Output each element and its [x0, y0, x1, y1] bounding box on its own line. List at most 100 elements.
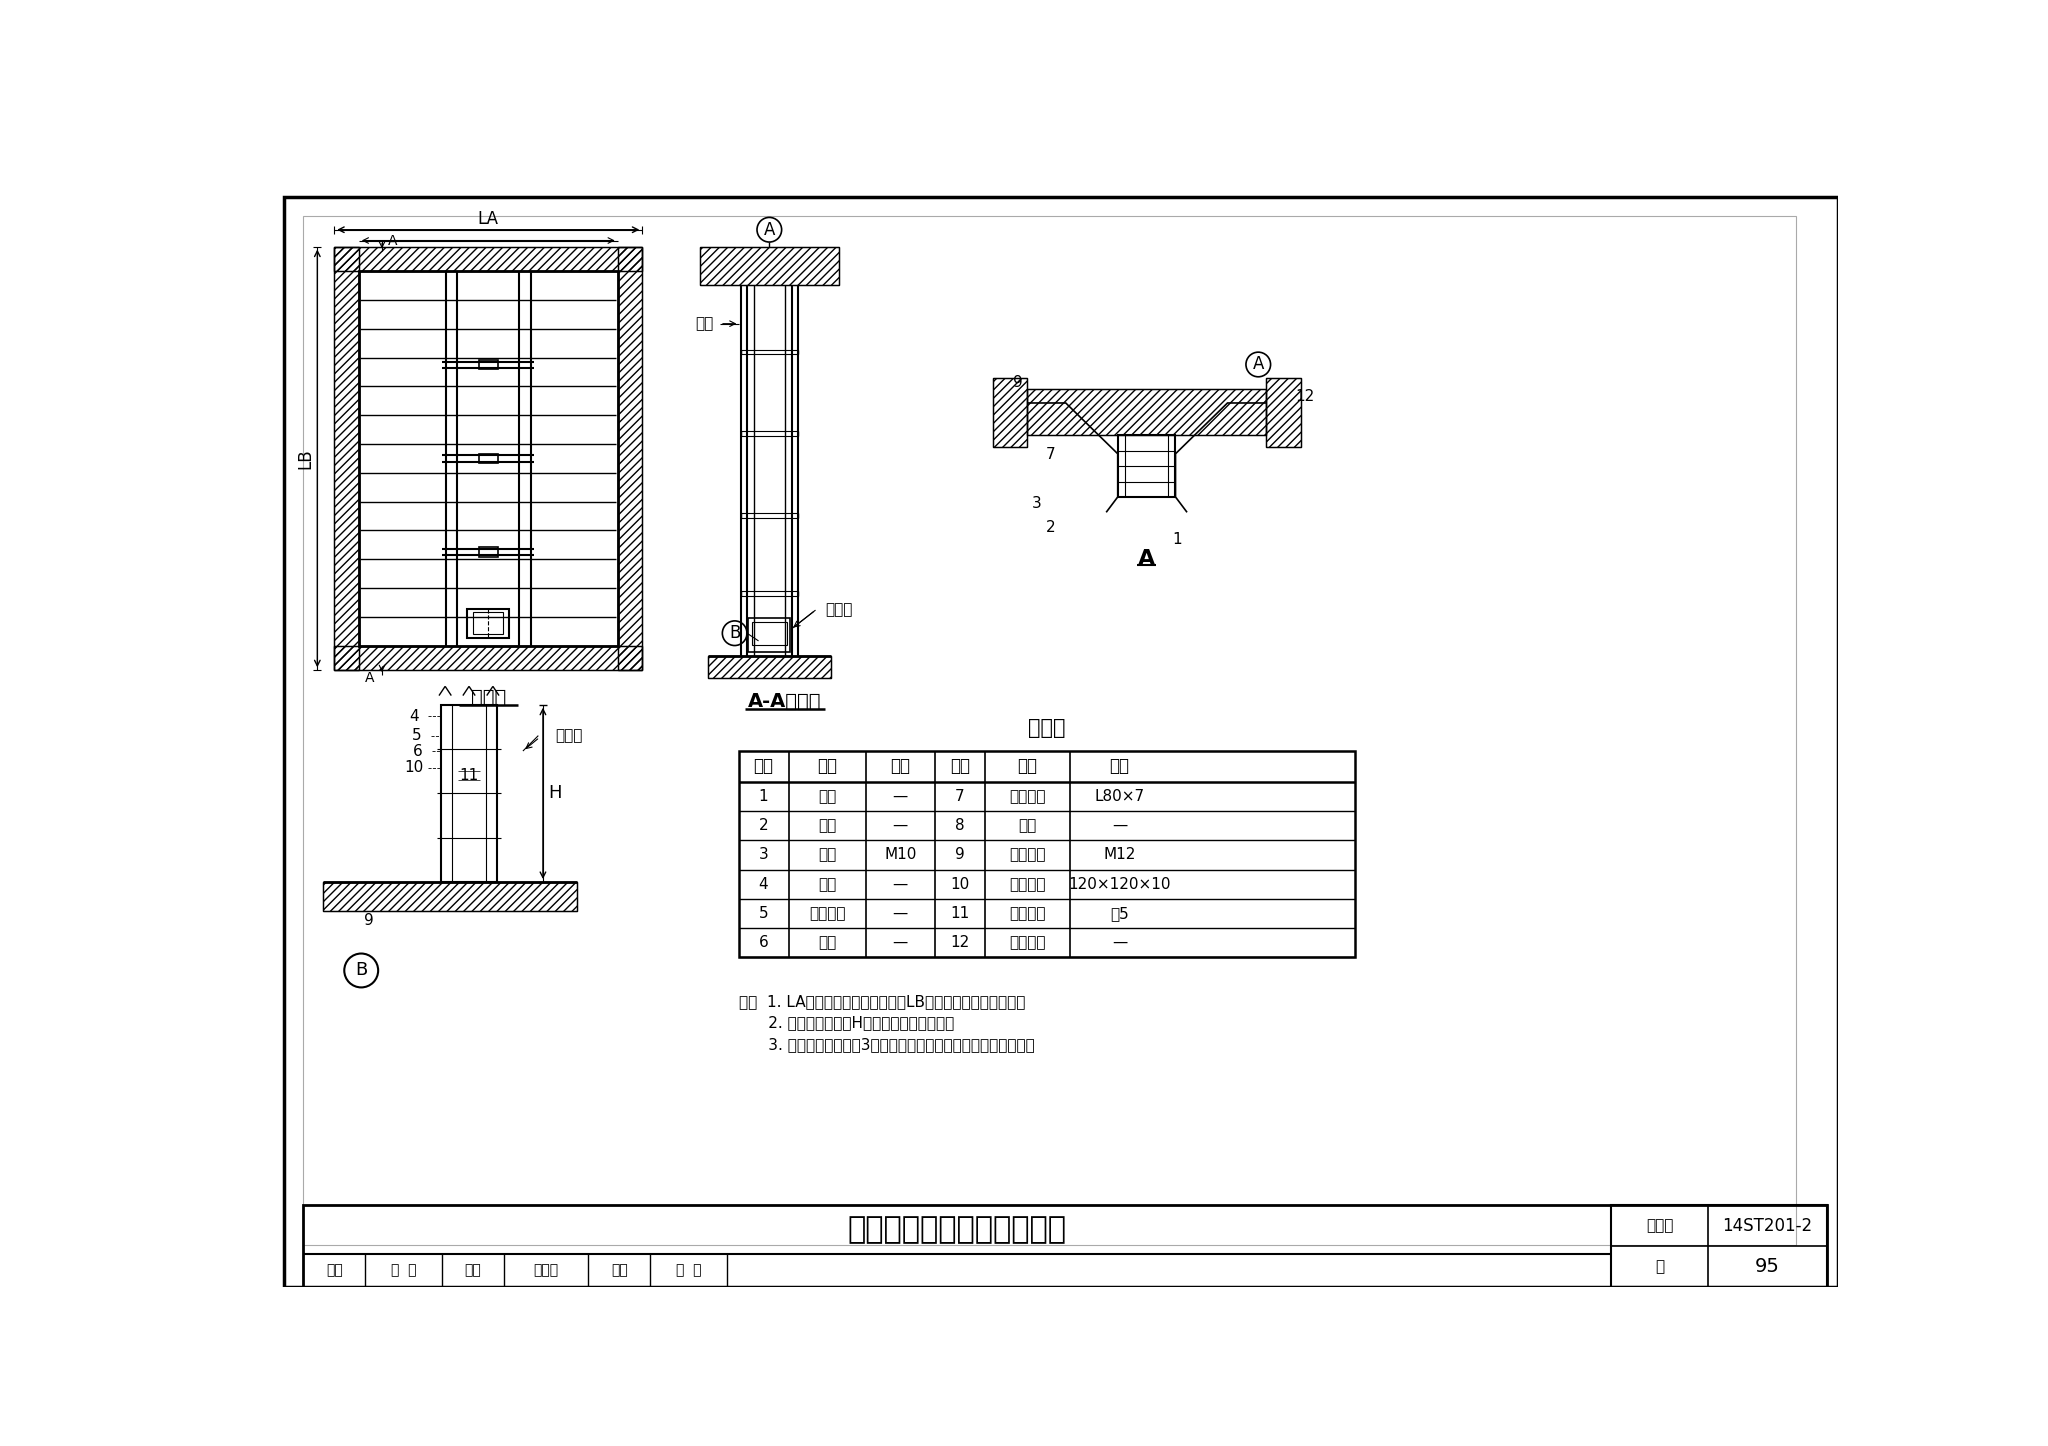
Bar [303, 1206, 1827, 1287]
Text: 设计: 设计 [610, 1264, 627, 1278]
Bar [1028, 389, 1266, 435]
Bar [1612, 1206, 1827, 1287]
Text: LB: LB [297, 448, 313, 469]
Text: —: — [1112, 818, 1126, 833]
Text: 120×120×10: 120×120×10 [1069, 876, 1171, 892]
Text: 立式电动组合风阀无梁安装: 立式电动组合风阀无梁安装 [848, 1215, 1067, 1245]
Text: —: — [893, 818, 907, 833]
Bar [479, 548, 498, 557]
Text: 规格: 规格 [891, 758, 909, 775]
Bar [334, 247, 643, 272]
Text: 4: 4 [758, 876, 768, 892]
Bar [334, 645, 643, 669]
Text: 14ST201-2: 14ST201-2 [1722, 1216, 1812, 1235]
Text: L80×7: L80×7 [1094, 790, 1145, 804]
Text: A: A [764, 221, 774, 239]
Text: 3: 3 [1032, 496, 1040, 510]
Text: 封墙: 封墙 [696, 317, 715, 331]
Text: 赵东明: 赵东明 [532, 1264, 559, 1278]
Bar [1028, 389, 1266, 435]
Text: 螺母: 螺母 [817, 876, 836, 892]
Text: 10: 10 [406, 761, 424, 775]
Text: H: H [549, 784, 561, 803]
Text: 风阀: 风阀 [817, 790, 836, 804]
Text: 6: 6 [414, 743, 424, 759]
Bar [993, 377, 1028, 447]
Text: —: — [893, 876, 907, 892]
Text: 12: 12 [1294, 389, 1315, 405]
Text: 11: 11 [950, 907, 969, 921]
Bar [709, 656, 831, 678]
Text: 名称: 名称 [817, 758, 838, 775]
Text: 编号: 编号 [754, 758, 774, 775]
Bar [473, 613, 504, 633]
Text: 执行器: 执行器 [825, 603, 852, 617]
Text: 1: 1 [758, 790, 768, 804]
Bar [440, 704, 498, 882]
Text: 4: 4 [410, 709, 420, 724]
Text: M12: M12 [1104, 847, 1137, 862]
Bar [334, 247, 358, 669]
Bar [334, 645, 643, 669]
Text: 12: 12 [950, 936, 969, 950]
Text: A: A [387, 233, 397, 247]
Text: 95: 95 [1755, 1257, 1780, 1275]
Text: 页: 页 [1655, 1259, 1665, 1274]
Text: 9: 9 [954, 847, 965, 862]
Text: 3. 风阀周围空隙采用3厚钢板两面封堵，中间用不燃材料填充。: 3. 风阀周围空隙采用3厚钢板两面封堵，中间用不燃材料填充。 [739, 1037, 1034, 1051]
Bar [479, 360, 498, 370]
Bar [324, 882, 578, 911]
Text: 5: 5 [412, 729, 422, 743]
Bar [1118, 435, 1176, 497]
Text: 镀锌钢板: 镀锌钢板 [1010, 876, 1047, 892]
Text: 7: 7 [954, 790, 965, 804]
Text: 执行器: 执行器 [555, 729, 584, 743]
Bar [479, 454, 498, 463]
Text: 刘  旭: 刘 旭 [676, 1264, 700, 1278]
Text: —: — [893, 790, 907, 804]
Text: 楼板: 楼板 [1018, 818, 1036, 833]
Bar [709, 656, 831, 678]
Text: 2: 2 [758, 818, 768, 833]
Text: 7: 7 [1047, 447, 1055, 463]
Text: 8: 8 [954, 818, 965, 833]
Text: B: B [729, 625, 741, 642]
Text: 不燃材料: 不燃材料 [1010, 936, 1047, 950]
Text: 11: 11 [459, 768, 479, 784]
Text: 名称: 名称 [1018, 758, 1036, 775]
Text: A: A [365, 671, 375, 685]
Text: 平垫: 平垫 [817, 936, 836, 950]
Text: ［5: ［5 [1110, 907, 1128, 921]
Text: 编号: 编号 [950, 758, 971, 775]
Text: 注：  1. LA表示阀体叶片长度方向，LB表示阀体叶片垂直方向。: 注： 1. LA表示阀体叶片长度方向，LB表示阀体叶片垂直方向。 [739, 993, 1024, 1009]
Bar [334, 247, 358, 669]
Bar [1266, 377, 1300, 447]
Text: 弹簧垫片: 弹簧垫片 [809, 907, 846, 921]
Text: —: — [893, 907, 907, 921]
Text: 5: 5 [758, 907, 768, 921]
Bar [467, 609, 510, 638]
Text: 镀锌槽钢: 镀锌槽钢 [1010, 907, 1047, 921]
Text: LA: LA [477, 210, 500, 228]
Text: 螺栓: 螺栓 [817, 847, 836, 862]
Bar [358, 272, 618, 645]
Text: 刘  燕: 刘 燕 [391, 1264, 416, 1278]
Bar [1266, 377, 1300, 447]
Text: 镀锌角钢: 镀锌角钢 [1010, 790, 1047, 804]
Bar [618, 247, 643, 669]
Text: 3: 3 [758, 847, 768, 862]
Text: 1: 1 [1174, 532, 1182, 547]
Text: 立面图: 立面图 [471, 688, 506, 707]
Bar [334, 247, 643, 272]
Text: 审核: 审核 [326, 1264, 342, 1278]
Text: A-A剖面图: A-A剖面图 [748, 691, 821, 710]
Text: 6: 6 [758, 936, 768, 950]
Text: 10: 10 [950, 876, 969, 892]
Text: 2: 2 [1047, 521, 1055, 535]
Text: 规格: 规格 [1110, 758, 1130, 775]
Text: 底框: 底框 [817, 818, 836, 833]
Text: 材料表: 材料表 [1028, 717, 1065, 737]
Bar [993, 377, 1028, 447]
Bar [700, 247, 838, 285]
Text: A: A [1253, 356, 1264, 373]
